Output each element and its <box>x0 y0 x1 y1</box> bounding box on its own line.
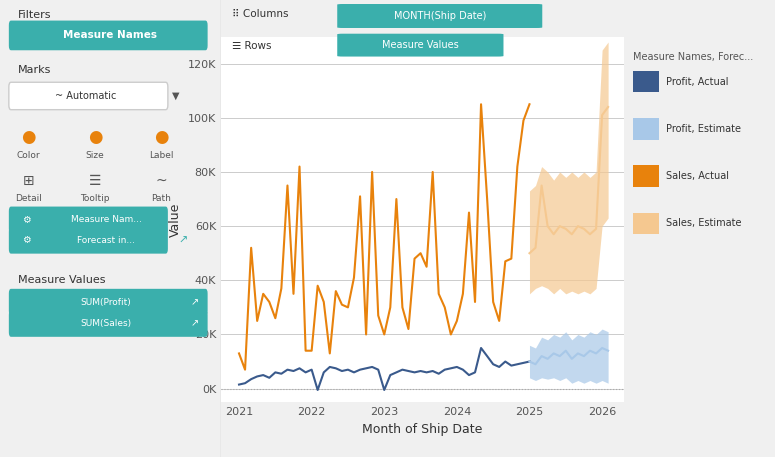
Text: ~ Automatic: ~ Automatic <box>55 90 116 101</box>
Text: ⊞: ⊞ <box>23 174 35 187</box>
Text: Forecast in...: Forecast in... <box>77 236 135 245</box>
Text: Filters: Filters <box>18 10 51 20</box>
FancyBboxPatch shape <box>9 21 208 50</box>
Text: Detail: Detail <box>16 194 42 203</box>
Text: ☰ Rows: ☰ Rows <box>232 41 271 51</box>
FancyBboxPatch shape <box>633 165 660 187</box>
Text: ●: ● <box>22 128 36 146</box>
FancyBboxPatch shape <box>9 82 168 110</box>
Text: ~: ~ <box>156 174 167 187</box>
FancyBboxPatch shape <box>9 207 168 233</box>
FancyBboxPatch shape <box>633 71 660 92</box>
Text: ●: ● <box>88 128 102 146</box>
Text: Measure Nam...: Measure Nam... <box>71 215 142 224</box>
FancyBboxPatch shape <box>337 34 504 57</box>
Text: Sales, Actual: Sales, Actual <box>666 171 729 181</box>
Text: ⚙: ⚙ <box>22 235 31 245</box>
Text: Color: Color <box>17 151 40 160</box>
Text: SUM(Sales): SUM(Sales) <box>81 319 132 328</box>
Text: Size: Size <box>85 151 105 160</box>
Text: Profit, Estimate: Profit, Estimate <box>666 124 742 134</box>
Y-axis label: Value: Value <box>169 202 182 237</box>
Text: Measure Values: Measure Values <box>18 275 105 285</box>
Text: Sales, Estimate: Sales, Estimate <box>666 218 742 228</box>
Text: ↗: ↗ <box>179 235 188 245</box>
X-axis label: Month of Ship Date: Month of Ship Date <box>362 423 483 436</box>
Text: Measure Names, Forec...: Measure Names, Forec... <box>633 52 753 62</box>
Text: ⠿ Columns: ⠿ Columns <box>232 9 288 19</box>
Text: Path: Path <box>151 194 171 203</box>
FancyBboxPatch shape <box>633 118 660 140</box>
Text: ↗: ↗ <box>191 297 198 307</box>
FancyBboxPatch shape <box>633 213 660 234</box>
Text: MONTH(Ship Date): MONTH(Ship Date) <box>394 11 486 21</box>
Text: Profit, Actual: Profit, Actual <box>666 77 728 87</box>
Text: Label: Label <box>149 151 174 160</box>
Text: Marks: Marks <box>18 65 51 75</box>
FancyBboxPatch shape <box>9 289 208 315</box>
Text: ↗: ↗ <box>191 319 198 329</box>
Text: Measure Names: Measure Names <box>64 30 157 40</box>
Text: ▼: ▼ <box>172 90 180 101</box>
Text: ●: ● <box>154 128 168 146</box>
FancyBboxPatch shape <box>9 227 168 254</box>
Text: SUM(Profit): SUM(Profit) <box>81 298 132 307</box>
FancyBboxPatch shape <box>9 310 208 337</box>
Text: ⚙: ⚙ <box>22 215 31 225</box>
FancyBboxPatch shape <box>337 4 542 28</box>
Text: ☰: ☰ <box>88 174 102 187</box>
Text: Measure Values: Measure Values <box>382 40 459 50</box>
Text: Tooltip: Tooltip <box>81 194 110 203</box>
